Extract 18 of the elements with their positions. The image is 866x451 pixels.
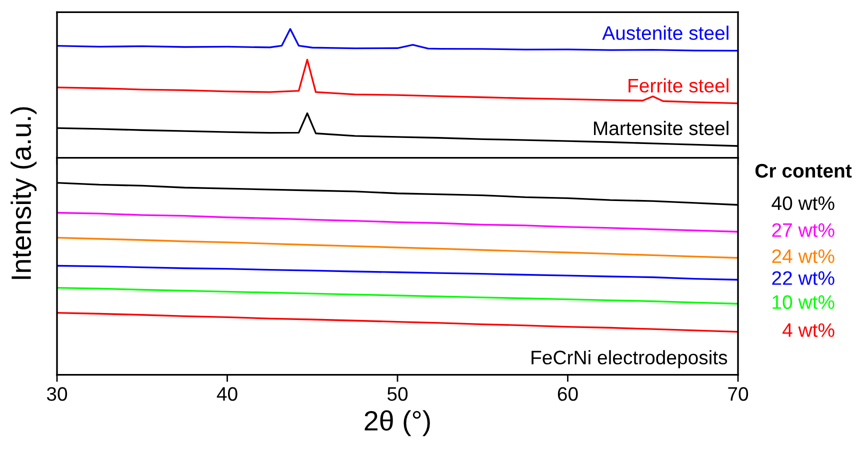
series-label: Martensite steel — [594, 120, 728, 136]
series-label: Ferrite steel — [628, 78, 728, 93]
x-tick-label: 40 — [216, 387, 238, 401]
series-label: 40 wt% — [772, 196, 834, 210]
x-tick-label: 60 — [558, 387, 578, 401]
annotation: FeCrNi electrodeposits — [532, 350, 728, 368]
x-tick-label: 50 — [387, 387, 408, 401]
series-label: Austenite steel — [602, 26, 728, 40]
x-axis-title: 2θ (°) — [364, 410, 430, 436]
series-label: 27 wt% — [772, 223, 834, 237]
text: 4 wt% — [782, 323, 834, 337]
legend-title: Cr content — [755, 164, 852, 178]
series-label: 22 wt% — [772, 271, 834, 285]
x-tick-label: 30 — [46, 387, 68, 401]
series-label: 10 wt% — [772, 295, 834, 309]
x-tick-label: 70 — [728, 387, 748, 401]
series-label: 24 wt% — [772, 249, 834, 264]
y-axis-title: Intensity (a.u.) — [10, 107, 37, 279]
